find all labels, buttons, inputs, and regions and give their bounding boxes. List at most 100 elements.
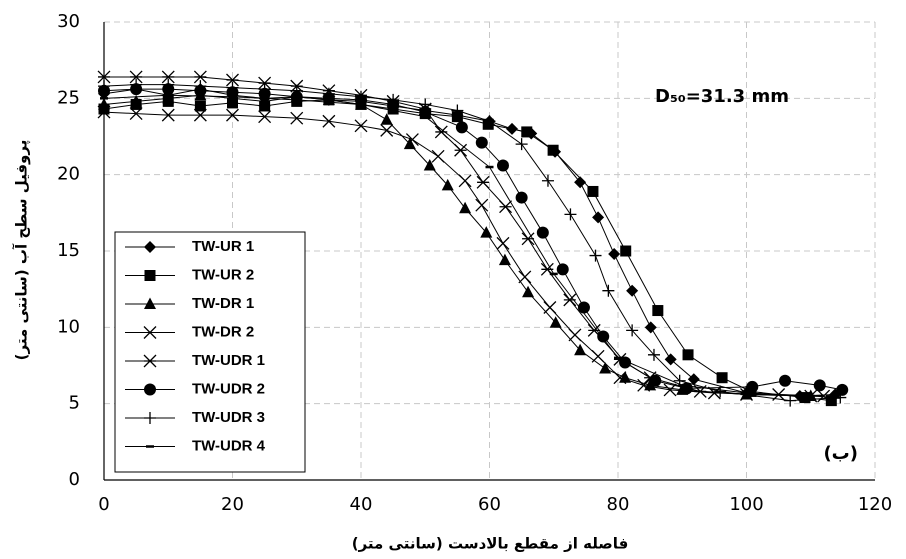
marker — [564, 208, 577, 221]
marker — [836, 383, 849, 396]
marker — [144, 270, 156, 281]
marker — [568, 328, 582, 342]
x-tick-label: 20 — [221, 494, 244, 515]
marker — [98, 80, 110, 93]
marker — [258, 94, 271, 107]
marker — [647, 348, 660, 361]
y-tick-label: 20 — [57, 164, 80, 185]
marker — [130, 94, 143, 107]
x-axis-title: فاصله از مقطع بالادست (سانتی متر) — [352, 535, 629, 553]
legend-label: TW-UR 1 — [192, 238, 254, 255]
marker — [162, 78, 175, 91]
marker — [258, 110, 272, 124]
marker — [547, 144, 559, 156]
marker — [419, 98, 432, 111]
marker — [451, 111, 463, 123]
marker — [405, 133, 419, 147]
legend-label: TW-UR 2 — [192, 266, 254, 283]
marker — [518, 270, 532, 284]
marker — [599, 362, 612, 374]
marker — [577, 301, 590, 314]
x-tick-label: 60 — [478, 494, 501, 515]
marker — [144, 412, 156, 424]
marker — [498, 253, 511, 266]
legend-label: TW-DR 1 — [192, 295, 254, 312]
marker — [193, 108, 207, 122]
marker — [541, 174, 554, 187]
marker — [355, 90, 367, 103]
marker — [258, 83, 271, 96]
marker — [543, 301, 557, 314]
y-tick-label: 30 — [57, 11, 80, 32]
marker — [476, 175, 490, 189]
marker — [664, 353, 677, 366]
marker — [144, 383, 156, 396]
marker — [161, 108, 175, 122]
marker — [475, 198, 489, 212]
legend-label: TW-UDR 2 — [192, 380, 265, 397]
legend-label: TW-DR 2 — [192, 323, 254, 340]
marker — [143, 326, 157, 339]
marker — [515, 191, 528, 204]
marker — [431, 149, 445, 163]
y-tick-label: 25 — [57, 87, 80, 108]
marker — [482, 118, 494, 130]
marker — [522, 285, 535, 298]
x-tick-label: 40 — [350, 494, 373, 515]
marker — [193, 70, 207, 84]
marker — [226, 73, 239, 87]
marker — [441, 178, 454, 191]
marker — [97, 105, 111, 119]
marker — [161, 70, 175, 84]
y-tick-label: 5 — [69, 393, 80, 414]
marker — [521, 232, 535, 246]
marker — [649, 374, 662, 387]
marker — [663, 383, 677, 397]
marker — [226, 81, 239, 94]
legend-label: TW-UDR 4 — [192, 437, 266, 454]
marker — [591, 349, 605, 363]
marker — [608, 248, 621, 261]
marker — [652, 305, 664, 317]
x-tick-label: 100 — [729, 494, 763, 515]
marker — [496, 236, 510, 250]
marker — [496, 159, 509, 172]
marker — [521, 126, 533, 138]
marker — [387, 93, 400, 106]
marker — [784, 394, 797, 407]
marker — [813, 379, 826, 392]
marker — [825, 395, 837, 407]
marker — [423, 159, 436, 171]
marker — [682, 349, 694, 361]
marker — [644, 321, 657, 334]
marker — [403, 137, 416, 150]
y-tick-label: 10 — [57, 316, 80, 337]
marker — [322, 87, 335, 100]
marker — [290, 84, 303, 97]
marker — [290, 111, 304, 125]
marker — [98, 97, 110, 110]
x-tick-label: 80 — [607, 494, 630, 515]
marker — [549, 316, 562, 328]
marker — [130, 78, 143, 91]
marker — [779, 374, 792, 387]
marker — [597, 330, 610, 343]
marker — [602, 284, 615, 297]
marker — [380, 123, 394, 137]
marker — [380, 113, 393, 125]
marker — [454, 143, 468, 157]
marker — [536, 226, 549, 239]
marker — [799, 392, 811, 404]
marker — [419, 106, 432, 119]
marker — [194, 100, 206, 112]
x-tick-label: 0 — [98, 494, 109, 515]
marker — [143, 354, 157, 368]
legend-label: TW-UDR 3 — [192, 409, 265, 426]
marker — [613, 371, 627, 385]
marker — [620, 245, 632, 257]
annotation: D₅₀=31.3 mm — [655, 86, 789, 107]
marker — [162, 91, 175, 104]
marker — [458, 174, 472, 188]
marker — [574, 176, 587, 189]
y-tick-label: 0 — [69, 469, 80, 490]
